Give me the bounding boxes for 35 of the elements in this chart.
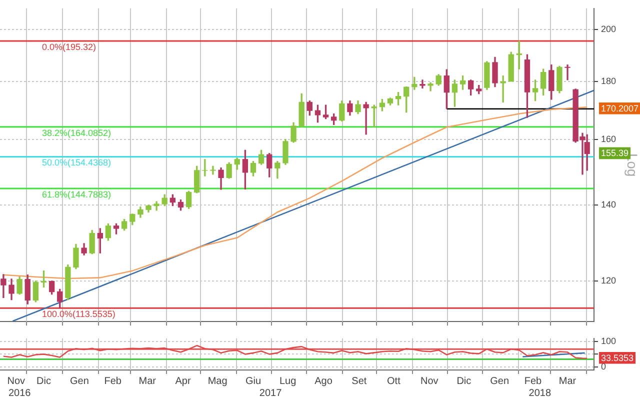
- x-tick-label: Feb: [524, 376, 542, 387]
- y-tick-label: 0: [601, 361, 606, 372]
- ref-line-label: 0.0%(195.32): [42, 42, 96, 52]
- y-tick-label: 180: [601, 76, 616, 86]
- y-tick-label: 120: [601, 275, 616, 286]
- x-tick-label: Gen: [70, 376, 89, 387]
- x-tick-label: Set: [352, 376, 367, 387]
- y-tick-label: 170.2007: [601, 103, 639, 114]
- x-tick-label: Nov: [7, 376, 26, 387]
- x-tick-label: Mar: [138, 376, 157, 387]
- ref-line-label: 50.0%(154.4368): [42, 158, 112, 168]
- x-tick-label: Dic: [456, 376, 472, 387]
- x-tick-label: Apr: [175, 376, 192, 387]
- y-tick-label: 140: [601, 200, 616, 210]
- ref-line-label: 100.0%(113.5535): [42, 309, 116, 320]
- y-tick-label: 155.39: [601, 148, 629, 158]
- x-tick-label: Giu: [245, 376, 262, 387]
- x-tick-label: Mar: [558, 376, 577, 387]
- x-tick-label: Gen: [490, 376, 510, 387]
- x2-tick-label: 2016: [8, 388, 32, 399]
- y-tick-label: 100: [601, 336, 616, 346]
- y-tick-label: 160: [601, 134, 616, 144]
- x-tick-label: Dic: [36, 376, 51, 387]
- ref-line-label: 61.8%(144.7883): [42, 189, 112, 200]
- x-tick-label: Ott: [387, 376, 401, 387]
- y-tick-label: 200: [601, 24, 616, 34]
- ref-line-label: 38.2%(164.0852): [42, 128, 112, 138]
- x2-tick-label: 2018: [528, 388, 552, 399]
- x-tick-label: Lug: [279, 376, 296, 387]
- x2-tick-label: 2017: [259, 388, 282, 399]
- x-tick-label: Mag: [208, 376, 228, 387]
- y-tick-label: 33.5353: [601, 352, 634, 363]
- x-tick-label: Feb: [104, 376, 122, 387]
- x-tick-label: Nov: [420, 376, 438, 387]
- x-tick-label: Ago: [314, 376, 333, 387]
